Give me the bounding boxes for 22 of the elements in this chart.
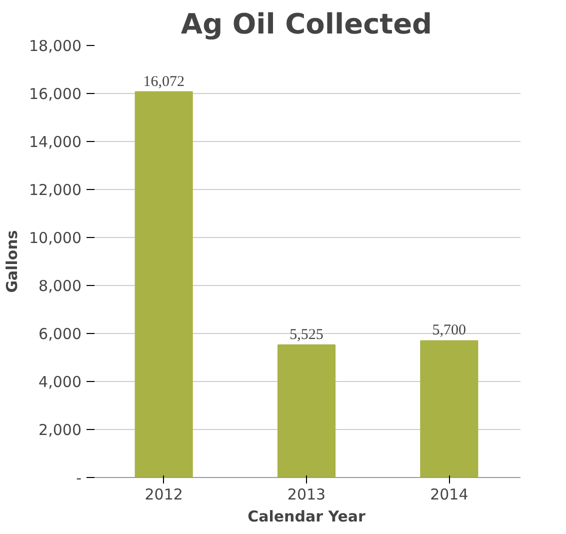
data-label: 16,072 [143,74,184,90]
y-tick-label: 14,000 [29,133,82,151]
y-axis-title: Gallons [3,230,22,293]
y-tick-label: - [76,469,82,487]
x-tick-label: 2012 [144,486,183,504]
y-tick-label: 18,000 [29,37,82,55]
y-tick-label: 8,000 [38,277,82,295]
x-tick-label: 2014 [430,486,468,504]
bar [277,344,336,478]
y-tick-label: 6,000 [38,325,82,343]
y-tick-label: 12,000 [29,181,82,199]
y-tick-label: 10,000 [29,229,82,247]
data-label: 5,525 [290,326,324,343]
x-tick-label: 2013 [287,486,326,504]
bar [134,91,193,478]
y-tick-label: 16,000 [29,85,82,103]
chart-title: Ag Oil Collected [180,8,432,40]
x-axis-title: Calendar Year [248,508,366,526]
bar [420,340,478,478]
y-tick-label: 4,000 [38,373,82,391]
data-label: 5,700 [432,322,466,339]
y-tick-label: 2,000 [38,421,82,439]
